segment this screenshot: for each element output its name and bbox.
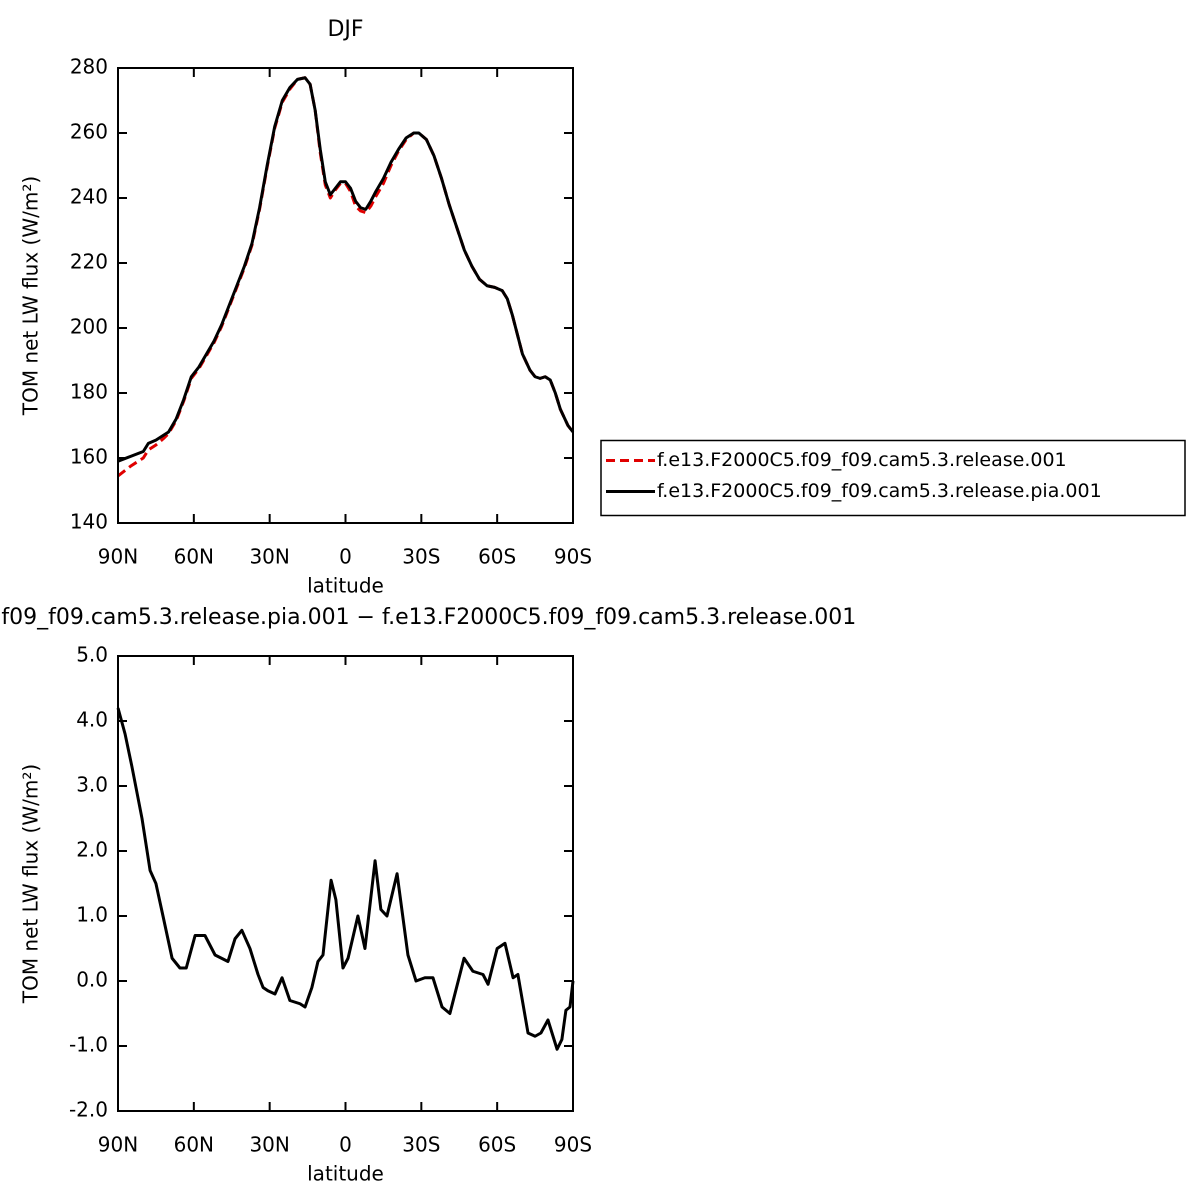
x-tick-label: 30N bbox=[249, 1133, 289, 1157]
x-tick-label: 30S bbox=[402, 1133, 440, 1157]
x-tick-label: 0 bbox=[339, 545, 352, 569]
x-tick-label: 90S bbox=[554, 545, 592, 569]
x-tick-label: 60N bbox=[174, 545, 214, 569]
data-line bbox=[117, 76, 575, 478]
y-tick-label: 180 bbox=[70, 380, 108, 404]
y-tick-label: 2.0 bbox=[76, 838, 108, 862]
y-tick-label: 4.0 bbox=[76, 708, 108, 732]
legend-box bbox=[600, 439, 1186, 517]
y-tick-label: -2.0 bbox=[69, 1098, 108, 1122]
x-tick-label: 60S bbox=[478, 545, 516, 569]
x-tick-label: 90N bbox=[98, 1133, 138, 1157]
x-tick-label: 90N bbox=[98, 545, 138, 569]
y-tick-label: 260 bbox=[70, 120, 108, 144]
legend-label: f.e13.F2000C5.f09_f09.cam5.3.release.pia… bbox=[657, 480, 1102, 502]
x-tick-label: 0 bbox=[339, 1133, 352, 1157]
x-tick-label: 60N bbox=[174, 1133, 214, 1157]
x-tick-label: 30S bbox=[402, 545, 440, 569]
plot-frame bbox=[117, 655, 574, 1112]
chart-title: f.e13.F2000C5.f09_f09.cam5.3.release.pia… bbox=[0, 605, 856, 630]
plot-frame bbox=[117, 67, 574, 524]
y-tick-label: 220 bbox=[70, 250, 108, 274]
y-tick-label: 5.0 bbox=[76, 643, 108, 667]
y-tick-label: 160 bbox=[70, 445, 108, 469]
x-tick-label: 30N bbox=[249, 545, 289, 569]
y-tick-label: 140 bbox=[70, 510, 108, 534]
chart-title: DJF bbox=[327, 17, 363, 42]
y-tick-label: 1.0 bbox=[76, 903, 108, 927]
y-tick-label: 240 bbox=[70, 185, 108, 209]
legend-label: f.e13.F2000C5.f09_f09.cam5.3.release.001 bbox=[657, 449, 1067, 471]
x-axis-label: latitude bbox=[307, 1162, 384, 1186]
y-tick-label: 0.0 bbox=[76, 968, 108, 992]
y-tick-label: 200 bbox=[70, 315, 108, 339]
y-tick-label: 3.0 bbox=[76, 773, 108, 797]
y-tick-label: -1.0 bbox=[69, 1033, 108, 1057]
data-line bbox=[116, 707, 575, 1051]
x-tick-label: 90S bbox=[554, 1133, 592, 1157]
y-axis-label: TOM net LW flux (W/m²) bbox=[19, 764, 43, 1004]
data-line bbox=[117, 76, 575, 463]
y-axis-label: TOM net LW flux (W/m²) bbox=[19, 176, 43, 416]
x-tick-label: 60S bbox=[478, 1133, 516, 1157]
x-axis-label: latitude bbox=[307, 574, 384, 598]
y-tick-label: 280 bbox=[70, 55, 108, 79]
